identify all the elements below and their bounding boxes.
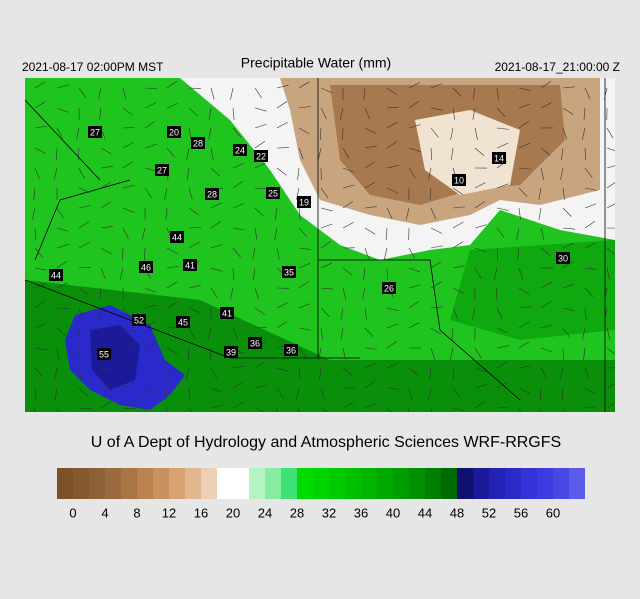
colorbar-swatch	[73, 468, 89, 499]
colorbar-tick-label: 40	[386, 505, 400, 520]
colorbar-swatch	[457, 468, 473, 499]
station-value: 20	[169, 127, 179, 137]
colorbar-swatch	[249, 468, 265, 499]
colorbar-tick-label: 4	[101, 505, 108, 520]
colorbar-tick-label: 16	[194, 505, 208, 520]
colorbar-swatch	[473, 468, 489, 499]
map: 27 20 28 24 22 27 28 25 19 44 46 41 35 44 52 45 41 55 36 36…	[25, 78, 619, 420]
colorbar-swatch	[377, 468, 393, 499]
colorbar-swatch	[105, 468, 121, 499]
station-value: 35	[284, 267, 294, 277]
colorbar-swatch	[265, 468, 281, 499]
colorbar-swatch	[153, 468, 169, 499]
colorbar-tick-label: 36	[354, 505, 368, 520]
station-value: 41	[222, 308, 232, 318]
station-value: 25	[268, 188, 278, 198]
station-value: 41	[185, 260, 195, 270]
colorbar-tick-label: 52	[482, 505, 496, 520]
station-value: 45	[178, 317, 188, 327]
valid-utc-time: 2021-08-17_21:00:00 Z	[495, 60, 620, 74]
colorbar-swatch	[441, 468, 457, 499]
station-value: 19	[299, 197, 309, 207]
station-value: 27	[157, 165, 167, 175]
station-value: 46	[141, 262, 151, 272]
colorbar-swatch	[329, 468, 345, 499]
station-value: 44	[172, 232, 182, 242]
station-value: 22	[256, 151, 266, 161]
colorbar-tick-label: 28	[290, 505, 304, 520]
colorbar-swatch	[313, 468, 329, 499]
colorbar-swatch	[345, 468, 361, 499]
colorbar-swatch	[393, 468, 409, 499]
colorbar-swatch	[201, 468, 217, 499]
colorbar-swatch	[553, 468, 569, 499]
station-value: 39	[226, 347, 236, 357]
station-value: 14	[494, 153, 504, 163]
colorbar-swatch	[505, 468, 521, 499]
station-value: 26	[384, 283, 394, 293]
colorbar-tick-label: 24	[258, 505, 272, 520]
colorbar-tick-label: 20	[226, 505, 240, 520]
colorbar-tick-label: 32	[322, 505, 336, 520]
colorbar-swatch	[409, 468, 425, 499]
station-value: 24	[235, 145, 245, 155]
colorbar-swatch	[281, 468, 297, 499]
colorbar-swatch	[137, 468, 153, 499]
colorbar-tick-label: 8	[133, 505, 140, 520]
colorbar-swatch	[57, 468, 73, 499]
station-value: 27	[90, 127, 100, 137]
colorbar-swatch	[569, 468, 585, 499]
colorbar-tick-label: 12	[162, 505, 176, 520]
colorbar-tick-label: 48	[450, 505, 464, 520]
colorbar-swatch	[297, 468, 313, 499]
credit: U of A Dept of Hydrology and Atmospheric…	[91, 434, 561, 451]
colorbar-swatch	[489, 468, 505, 499]
colorbar-swatch	[233, 468, 249, 499]
colorbar-tick-label: 56	[514, 505, 528, 520]
colorbar-tick-label: 0	[69, 505, 76, 520]
colorbar-swatch	[537, 468, 553, 499]
colorbar-swatch	[521, 468, 537, 499]
station-value: 36	[286, 345, 296, 355]
station-value: 52	[134, 315, 144, 325]
station-value: 28	[193, 138, 203, 148]
colorbar-swatch	[89, 468, 105, 499]
colorbar-swatch	[217, 468, 233, 499]
station-value: 10	[454, 175, 464, 185]
map-title: Precipitable Water (mm)	[241, 55, 391, 71]
station-value: 55	[99, 349, 109, 359]
colorbar-tick-label: 44	[418, 505, 432, 520]
valid-local-time: 2021-08-17 02:00PM MST	[22, 60, 164, 74]
colorbar-swatch	[185, 468, 201, 499]
station-value: 44	[51, 270, 61, 280]
colorbar-swatch	[169, 468, 185, 499]
station-value: 30	[558, 253, 568, 263]
station-value: 36	[250, 338, 260, 348]
colorbar-swatch	[361, 468, 377, 499]
colorbar-tick-label: 60	[546, 505, 560, 520]
colorbar-swatch	[425, 468, 441, 499]
station-value: 28	[207, 189, 217, 199]
colorbar-swatch	[121, 468, 137, 499]
